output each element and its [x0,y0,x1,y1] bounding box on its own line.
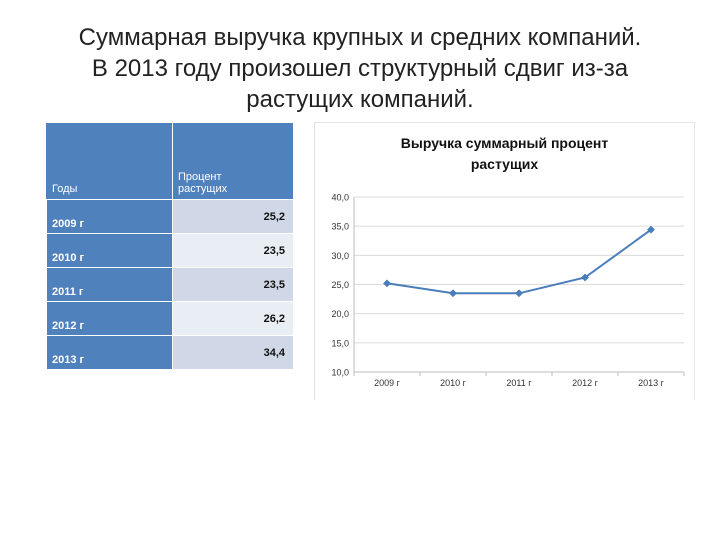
row-year: 2013 г [46,335,173,370]
row-value: 26,2 [172,301,294,336]
row-year: 2011 г [46,267,173,302]
table-row: 2011 г 23,5 [46,267,294,302]
row-value: 23,5 [172,267,294,302]
x-tick-label: 2011 г [506,378,532,388]
table-header-row: Годы Процент растущих [46,122,294,200]
row-value: 34,4 [172,335,294,370]
slide-title-line-2: В 2013 году произошел структурный сдвиг … [91,55,629,82]
chart-title: Выручка суммарный процент растущих [315,133,694,175]
slide-title-line-1: Суммарная выручка крупных и средних комп… [78,24,642,51]
row-value: 23,5 [172,233,294,268]
table-row: 2012 г 26,2 [46,301,294,336]
data-point [581,273,589,282]
x-tick-label: 2013 г [638,378,665,388]
series-line [386,228,652,295]
row-year: 2012 г [46,301,173,336]
header-percent-line-1: Процент [178,171,222,183]
x-tick-label: 2012 г [572,378,599,388]
slide-title: Суммарная выручка крупных и средних комп… [40,22,680,115]
row-year: 2009 г [46,199,173,234]
x-tick-label: 2010 г [440,378,467,388]
chart-title-line-1: Выручка суммарный процент [400,135,609,151]
y-tick-label: 40,0 [331,193,349,203]
table-row: 2013 г 34,4 [46,335,294,370]
y-tick-label: 25,0 [331,280,349,290]
table-row: 2009 г 25,2 [46,199,294,234]
data-point [383,279,391,288]
line-chart: Выручка суммарный процент растущих 10,0 1… [314,122,695,400]
y-tick-label: 20,0 [331,309,349,319]
y-tick-label: 30,0 [331,251,349,261]
chart-title-line-2: растущих [470,156,539,172]
row-value: 25,2 [172,199,294,234]
header-percent: Процент растущих [172,122,294,200]
table-row: 2010 г 23,5 [46,233,294,268]
row-year: 2010 г [46,233,173,268]
data-point [449,289,457,298]
y-tick-label: 35,0 [331,222,349,232]
y-tick-label: 15,0 [331,338,349,348]
header-percent-line-2: растущих [178,183,228,195]
x-tick-label: 2009 г [374,378,401,388]
data-point [515,289,523,298]
data-point [647,225,655,234]
slide-title-line-3: растущих компаний. [246,86,474,113]
chart-plot: 10,0 15,0 20,0 25,0 30,0 35,0 40,0 2009 г 2010 г… [331,193,685,388]
data-table: Годы Процент растущих 2009 г 25,2 2010 г… [46,122,294,370]
y-tick-label: 10,0 [331,368,349,378]
header-years: Годы [46,122,173,200]
